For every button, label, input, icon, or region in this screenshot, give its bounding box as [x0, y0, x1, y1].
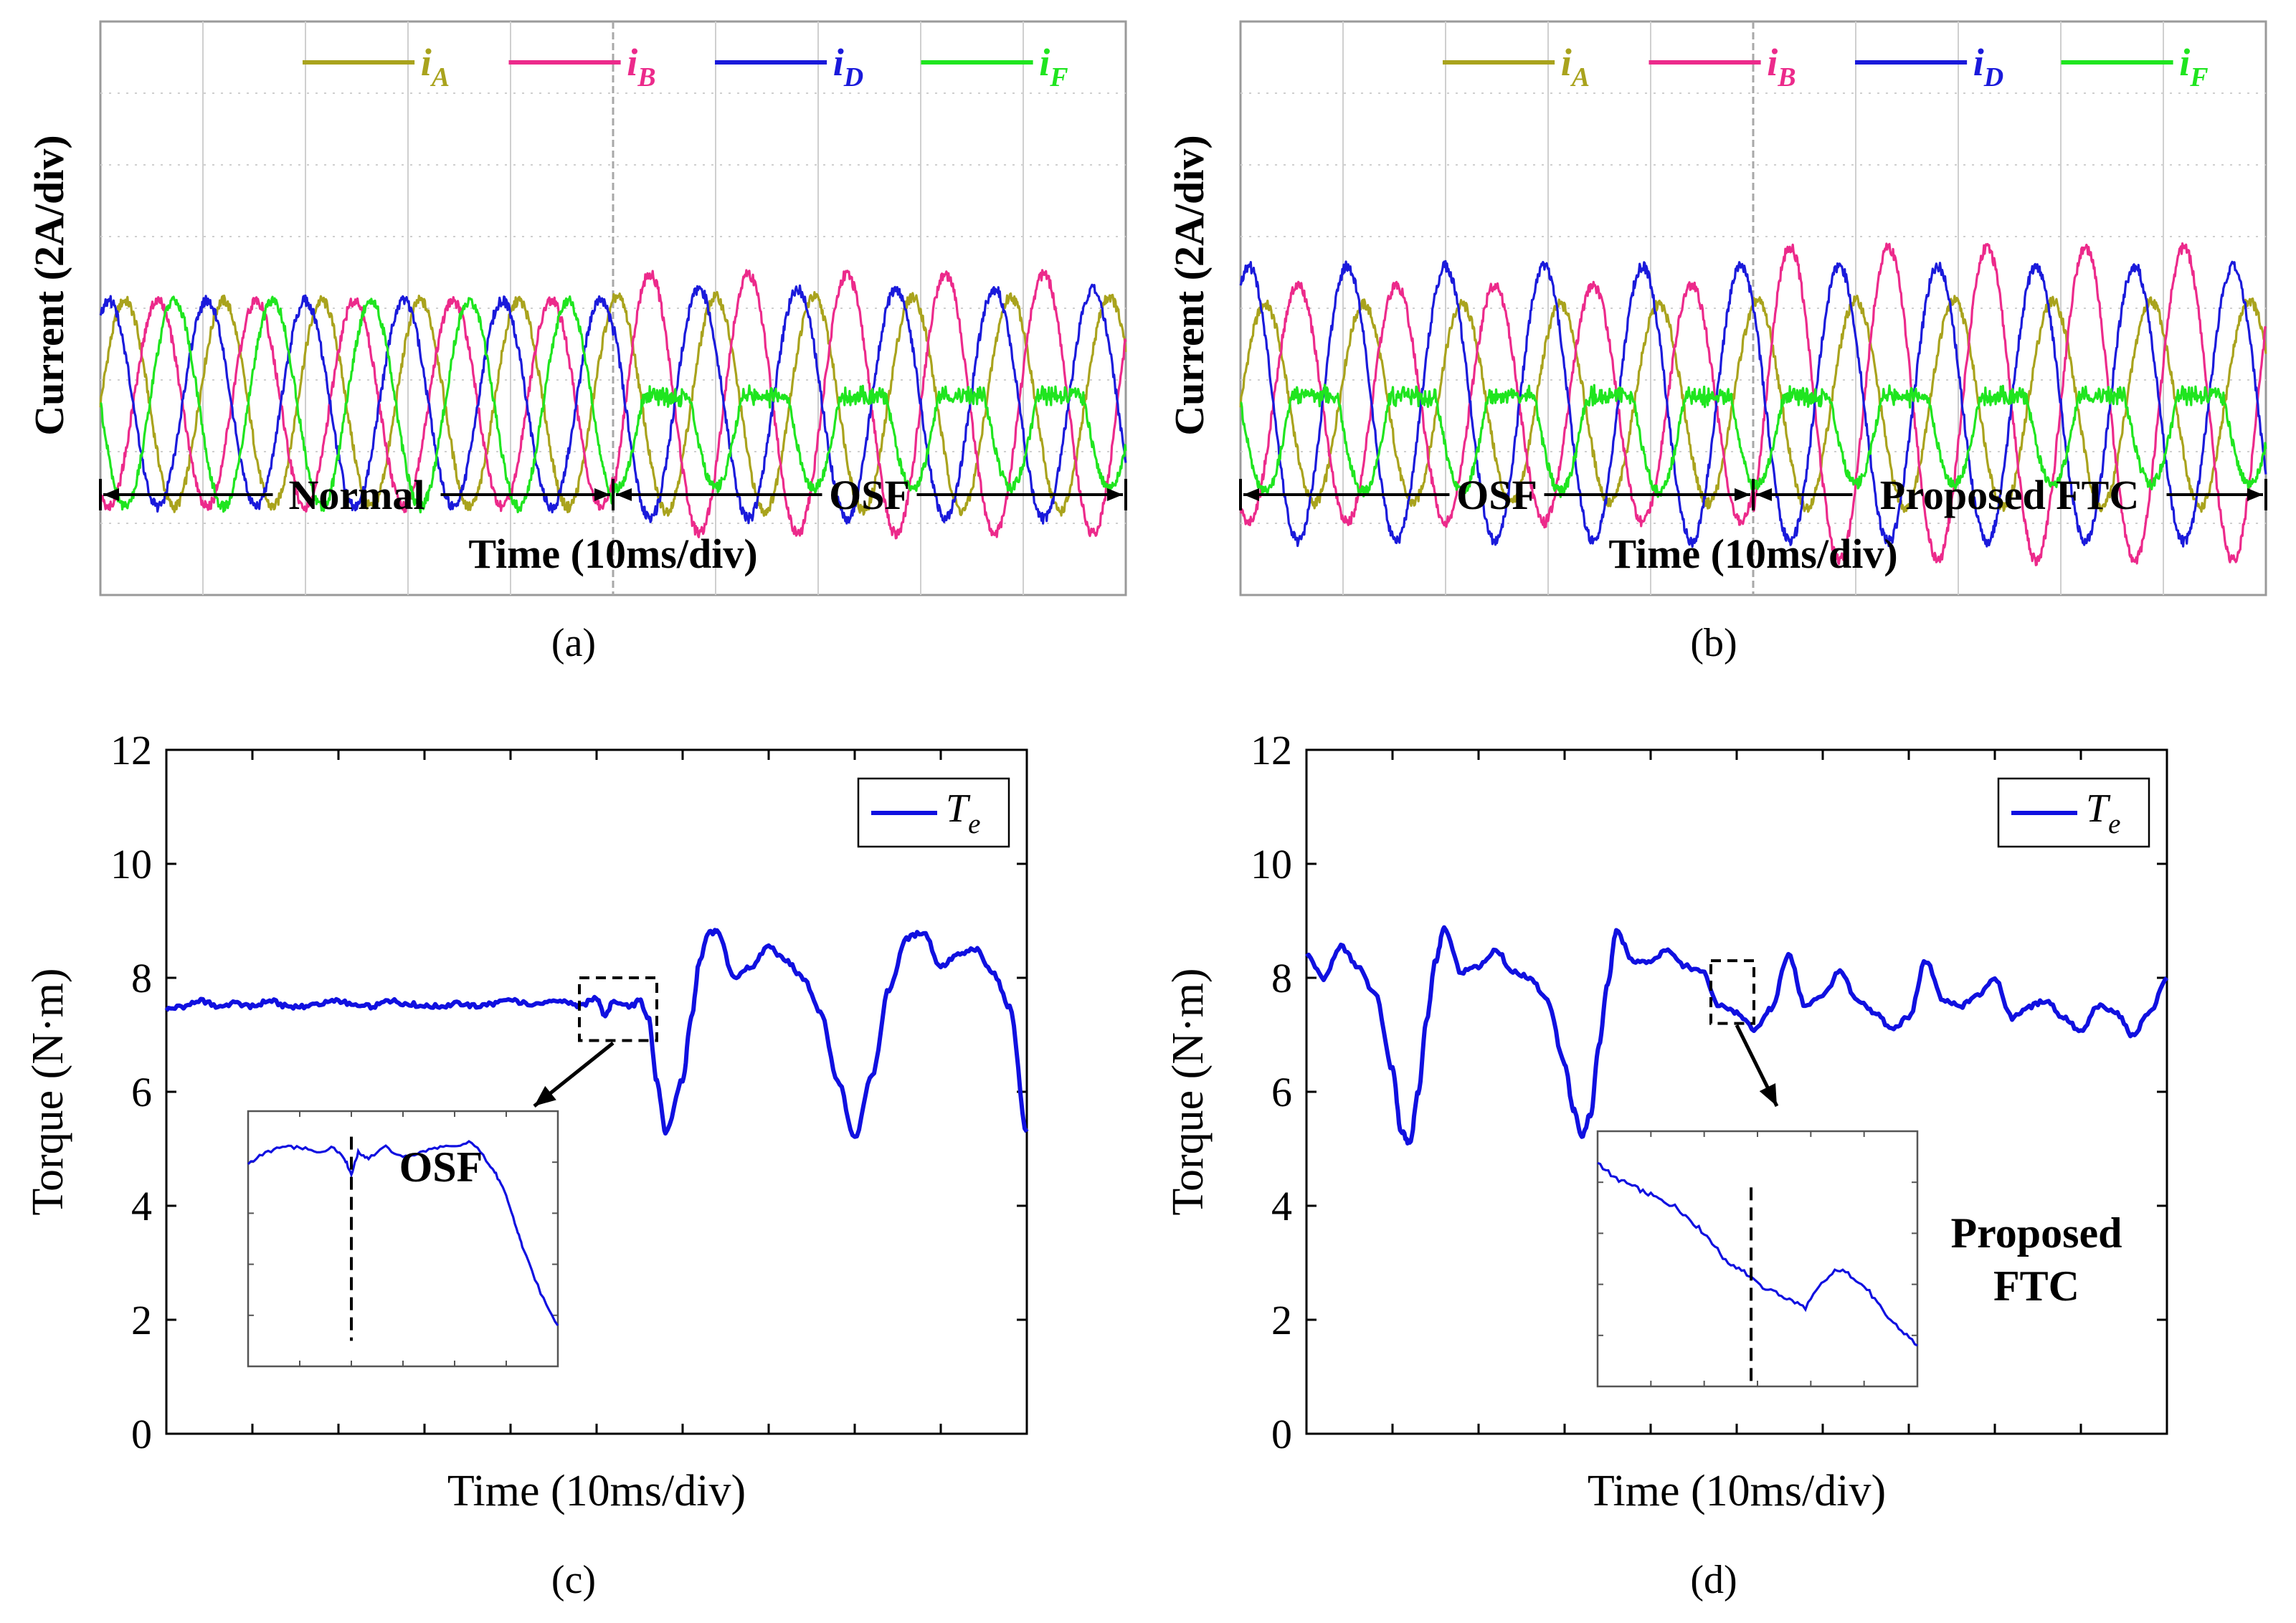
legend-label-iF-sub: F — [2189, 62, 2208, 92]
inset-annotation-line: FTC — [1993, 1262, 2079, 1310]
y-axis-label: Current (2A/div) — [1166, 135, 1213, 435]
legend-label-iD: iD — [1973, 41, 2003, 92]
inset-series-line — [247, 1140, 559, 1326]
caption-a: (a) — [551, 621, 596, 665]
legend-label-iB: iB — [1767, 41, 1795, 92]
legend-label-iB-main: i — [627, 41, 637, 84]
segment-label-osf: OSF — [829, 472, 910, 518]
legend-label-iB-sub: B — [1777, 62, 1795, 92]
legend-label-iD: iD — [833, 41, 863, 92]
inset-frame — [247, 1110, 559, 1368]
series-line-Te — [164, 928, 1029, 1139]
caption-d: (d) — [1690, 1558, 1737, 1602]
inset-series-line — [1597, 1161, 1918, 1347]
segment-arrowhead — [594, 488, 610, 501]
y-tick-label: 6 — [1271, 1069, 1292, 1115]
zoom-window — [578, 976, 658, 1042]
segment-arrowhead — [1243, 488, 1259, 501]
legend-label-iF: iF — [2179, 41, 2208, 92]
legend-label-iF-sub: F — [1049, 62, 1068, 92]
y-tick-label: 10 — [110, 841, 152, 887]
segment-label-normal: Normal — [288, 472, 424, 518]
waveform-iD — [1239, 260, 2267, 548]
legend-label-iA-main: i — [421, 41, 432, 84]
segment-arrowhead — [1735, 488, 1750, 501]
legend-label-Te-sub: e — [968, 809, 980, 839]
legend-label-Te-main: T — [946, 786, 971, 831]
y-tick-label: 2 — [1271, 1297, 1292, 1343]
legend-label-iD-sub: D — [1983, 62, 2003, 92]
y-tick-label: 4 — [1271, 1183, 1292, 1229]
series-line-Te — [1305, 925, 2169, 1146]
y-tick-label: 0 — [131, 1411, 152, 1457]
legend-label-Te-sub: e — [2108, 809, 2120, 839]
legend-label-iD-main: i — [833, 41, 844, 84]
legend-label-iA-sub: A — [1570, 62, 1590, 92]
caption-b: (b) — [1690, 621, 1737, 665]
legend-label-iA: iA — [421, 41, 450, 92]
segment-label-osf: OSF — [1456, 472, 1537, 518]
y-tick-label: 12 — [1251, 727, 1292, 774]
legend-label-Te: Te — [2086, 786, 2120, 839]
y-axis-label: Current (2A/div) — [26, 135, 72, 435]
y-tick-label: 10 — [1251, 841, 1292, 887]
legend-label-iA: iA — [1561, 41, 1590, 92]
legend-label-iA-sub: A — [430, 62, 450, 92]
legend-label-Te-main: T — [2086, 786, 2111, 831]
caption-c: (c) — [551, 1558, 596, 1602]
segment-arrowhead — [1107, 488, 1123, 501]
segment-arrowhead — [103, 488, 119, 501]
segment-arrowhead — [1756, 488, 1772, 501]
legend-label-iF-main: i — [2179, 41, 2190, 84]
legend-label-iF-main: i — [1039, 41, 1050, 84]
y-tick-label: 4 — [131, 1183, 152, 1229]
legend-label-iB-main: i — [1767, 41, 1778, 84]
zoom-arrowhead — [534, 1085, 556, 1106]
y-tick-label: 2 — [131, 1297, 152, 1343]
legend-label-iD-main: i — [1973, 41, 1984, 84]
y-tick-label: 6 — [131, 1069, 152, 1115]
x-axis-label: Time (10ms/div) — [468, 530, 757, 577]
legend-label-iB-sub: B — [637, 62, 655, 92]
inset-annotation-line: Proposed — [1951, 1209, 2122, 1257]
x-axis-label: Time (10ms/div) — [1608, 530, 1897, 577]
segment-arrowhead — [2247, 488, 2263, 501]
y-tick-label: 0 — [1271, 1411, 1292, 1457]
legend-label-Te: Te — [946, 786, 980, 839]
legend-label-iA-main: i — [1561, 41, 1572, 84]
x-axis-label: Time (10ms/div) — [1588, 1467, 1886, 1515]
legend-label-iB: iB — [627, 41, 655, 92]
legend-label-iD-sub: D — [843, 62, 863, 92]
y-axis-label: Torque (N·m) — [1164, 968, 1213, 1215]
segment-arrowhead — [616, 488, 632, 501]
inset-annotation: OSF — [399, 1143, 483, 1191]
y-tick-label: 12 — [110, 727, 152, 774]
segment-label-proposed-ftc: Proposed FTC — [1880, 472, 2139, 518]
zoom-arrowhead — [1759, 1083, 1777, 1106]
legend-label-iF: iF — [1039, 41, 1068, 92]
y-tick-label: 8 — [1271, 955, 1292, 1001]
waveform-iD — [99, 283, 1127, 525]
y-tick-label: 8 — [131, 955, 152, 1001]
panel-c-torque-plot: 0 2 4 6 8 10 12 Torque (N·m) Time (10ms/div) Te OS… — [24, 727, 1029, 1515]
zoom-window — [1709, 959, 1755, 1025]
y-axis-label: Torque (N·m) — [24, 968, 72, 1215]
x-axis-label: Time (10ms/div) — [447, 1467, 746, 1515]
inset-frame — [1596, 1130, 1919, 1388]
panel-d-torque-plot: 0 2 4 6 8 10 12 Torque (N·m) Time (10ms/div) Te Pr… — [1164, 727, 2169, 1515]
